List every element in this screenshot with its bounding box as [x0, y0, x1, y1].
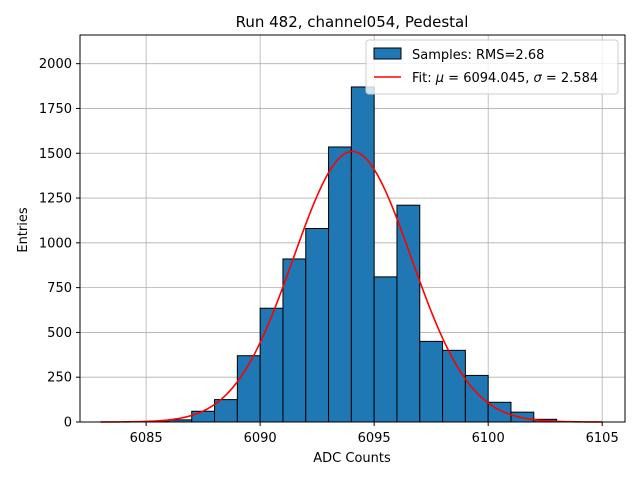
y-tick-label: 500: [47, 326, 72, 341]
legend-swatch-histogram: [373, 47, 402, 60]
histogram-bar: [191, 410, 216, 423]
y-tick-label: 1000: [39, 236, 72, 251]
legend-fit-mu-symbol: μ: [435, 71, 444, 86]
histogram-bar: [373, 276, 398, 423]
fit-curve-layer: [100, 150, 603, 423]
histogram-bar: [350, 86, 375, 423]
x-tick-label: 6085: [130, 431, 163, 446]
y-axis-label: Entries: [16, 207, 31, 253]
x-axis-label: ADC Counts: [313, 451, 391, 466]
chart-title: Run 482, channel054, Pedestal: [236, 13, 469, 31]
legend-label-fit: Fit: μ = 6094.045, σ = 2.584: [412, 71, 598, 86]
gaussian-fit-curve: [100, 150, 603, 423]
legend-fit-sigma-symbol: σ: [534, 71, 543, 86]
plot-frame: [79, 34, 626, 423]
y-tick-label: 1250: [39, 192, 72, 207]
legend-box: [365, 39, 619, 95]
x-axis-ticks: 6085 6090 6095 6100 6105: [130, 422, 619, 446]
x-tick-label: 6090: [244, 431, 277, 446]
y-tick-label: 0: [64, 416, 72, 431]
y-tick-label: 1500: [39, 147, 72, 162]
histogram-bar: [396, 204, 421, 423]
histogram-bar: [282, 258, 307, 423]
legend-label-samples: Samples: RMS=2.68: [412, 48, 544, 63]
legend-fit-sigma-value: = 2.584: [542, 71, 598, 86]
legend-fit-mu-value: = 6094.045,: [444, 71, 533, 86]
x-tick-label: 6105: [586, 431, 619, 446]
x-tick-label: 6095: [358, 431, 391, 446]
histogram-bar: [419, 340, 444, 423]
histogram-bar: [214, 399, 238, 423]
y-axis-ticks: 0 250 500 750 1000 1250 1500 1750 2000: [39, 57, 80, 431]
y-tick-label: 750: [47, 281, 72, 296]
histogram-bar: [305, 228, 330, 423]
y-tick-label: 1750: [39, 102, 72, 117]
y-tick-label: 250: [47, 371, 72, 386]
histogram-bar: [259, 307, 284, 423]
histogram-bars: [145, 86, 558, 423]
legend-fit-prefix: Fit:: [412, 71, 436, 86]
legend: Samples: RMS=2.68 Fit: μ = 6094.045, σ =…: [365, 39, 619, 95]
y-tick-label: 2000: [39, 57, 72, 72]
x-tick-label: 6100: [472, 431, 505, 446]
histogram-bar: [328, 146, 352, 423]
